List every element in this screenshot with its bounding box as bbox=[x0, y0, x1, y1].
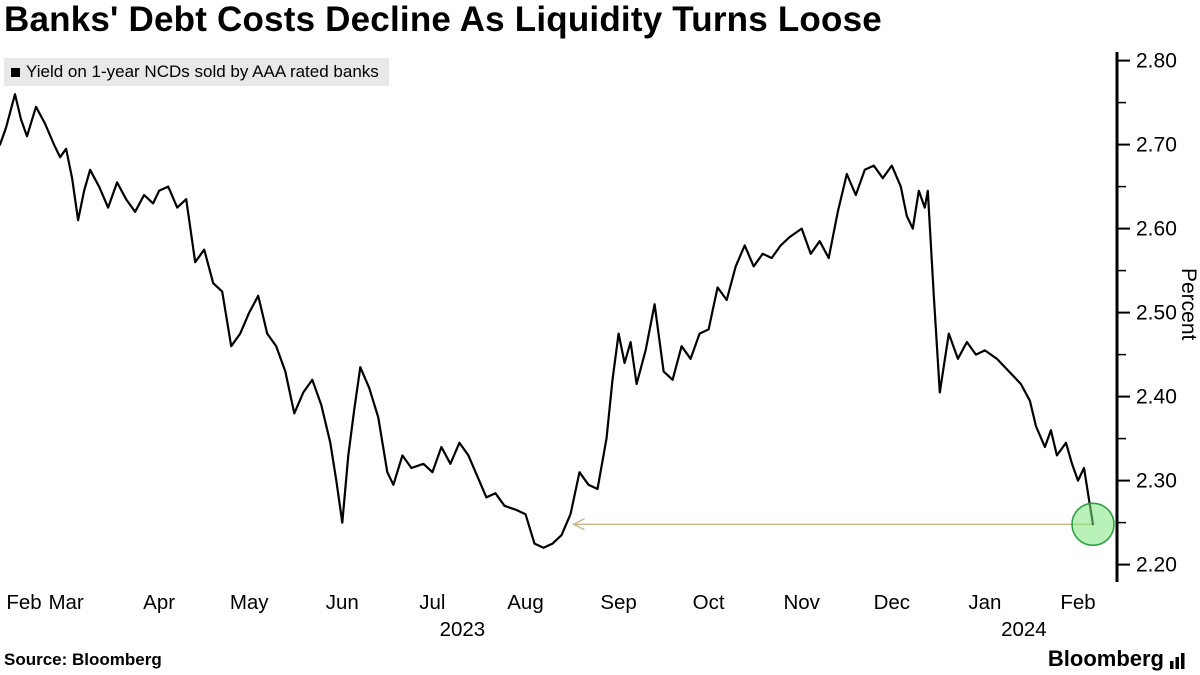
x-tick-label: May bbox=[230, 591, 269, 614]
x-tick-label: Feb bbox=[1060, 591, 1095, 614]
y-tick-label: 2.80 bbox=[1136, 50, 1177, 73]
x-tick-label: Mar bbox=[48, 591, 83, 614]
x-tick-label: Aug bbox=[507, 591, 543, 614]
legend: Yield on 1-year NCDs sold by AAA rated b… bbox=[4, 58, 389, 86]
legend-label: Yield on 1-year NCDs sold by AAA rated b… bbox=[26, 62, 379, 81]
bloomberg-logo: Bloomberg bbox=[1048, 646, 1186, 672]
y-tick-label: 2.50 bbox=[1136, 302, 1177, 325]
y-axis-title: Percent bbox=[1177, 268, 1200, 341]
x-tick-label: Jan bbox=[968, 591, 1001, 614]
x-tick-label: Oct bbox=[693, 591, 725, 614]
y-tick-label: 2.60 bbox=[1136, 218, 1177, 241]
bloomberg-logo-text: Bloomberg bbox=[1047, 646, 1164, 671]
x-tick-label: Jun bbox=[326, 591, 359, 614]
y-tick-label: 2.70 bbox=[1136, 134, 1177, 157]
y-tick-label: 2.40 bbox=[1136, 386, 1177, 409]
x-tick-label: Apr bbox=[143, 591, 175, 614]
x-tick-label: Dec bbox=[874, 591, 910, 614]
x-tick-label: Sep bbox=[600, 591, 636, 614]
y-tick-label: 2.30 bbox=[1136, 470, 1177, 493]
x-tick-label: Nov bbox=[783, 591, 820, 614]
x-year-label: 2024 bbox=[1001, 618, 1047, 641]
x-year-label: 2023 bbox=[440, 618, 486, 641]
latest-point-marker bbox=[1071, 502, 1115, 547]
x-tick-label: Jul bbox=[419, 591, 445, 614]
x-tick-label: Feb bbox=[6, 591, 41, 614]
page-title: Banks' Debt Costs Decline As Liquidity T… bbox=[4, 0, 882, 39]
y-tick-label: 2.20 bbox=[1136, 554, 1177, 577]
bloomberg-logo-bars-icon bbox=[1170, 653, 1185, 669]
trend-arrow-head-icon bbox=[571, 518, 585, 531]
source-credit: Source: Bloomberg bbox=[4, 650, 162, 669]
series-line bbox=[0, 93, 1095, 549]
legend-square-icon bbox=[11, 67, 20, 77]
yield-line-chart: 2.20 2.30 2.40 2.50 2.60 2.70 2.80 Feb Mar Apr May… bbox=[0, 50, 1177, 641]
